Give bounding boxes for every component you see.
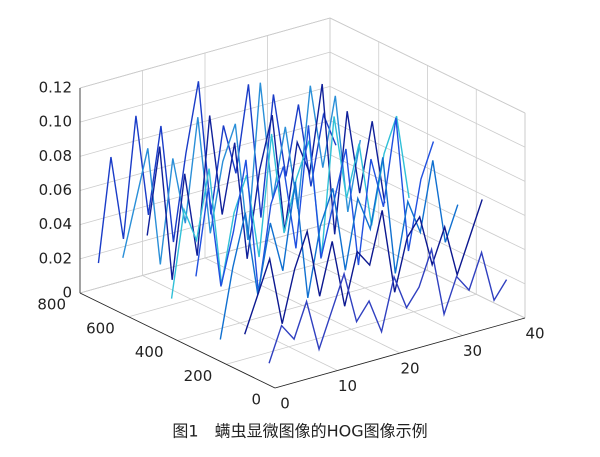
z-tick-label: 0.06 (39, 181, 72, 199)
grid-line (329, 222, 526, 319)
x-tick-label: 40 (525, 325, 544, 343)
grid-line (329, 120, 526, 216)
z-tick-label: 0 (62, 284, 72, 302)
caption: 图1 螨虫显微图像的HOG图像示例 (172, 422, 427, 441)
grid-line (79, 51, 331, 123)
x-tick-label: 20 (400, 360, 419, 378)
z-tick-label: 0.02 (39, 249, 72, 267)
y-tick-label: 400 (135, 343, 164, 361)
data-line (195, 117, 435, 294)
x-tick-label: 10 (338, 377, 357, 395)
z-tick-label: 0.08 (39, 147, 72, 165)
y-tick-label: 200 (184, 367, 213, 385)
grid-line (329, 17, 526, 114)
data-line (244, 199, 483, 335)
x-tick-label: 0 (280, 395, 290, 413)
grid-line (329, 85, 526, 182)
grid-line (79, 17, 331, 89)
grid-line (177, 270, 428, 341)
y-tick-label: 800 (37, 296, 66, 314)
grid-line (128, 246, 379, 318)
data-line (170, 115, 410, 299)
z-tick-label: 0.12 (39, 79, 72, 97)
x-axis (274, 317, 526, 389)
grid-line (79, 85, 331, 157)
grid-line (226, 293, 477, 365)
data-line (146, 83, 386, 280)
y-tick-label: 600 (86, 319, 115, 337)
z-tick-label: 0.10 (39, 113, 72, 131)
grid-line (329, 51, 526, 148)
data-line (219, 157, 459, 340)
data-line (268, 246, 508, 364)
grid-line (329, 188, 526, 285)
x-tick-label: 30 (463, 342, 482, 360)
y-axis (79, 292, 276, 389)
z-tick-label: 0.04 (39, 215, 72, 233)
y-tick-label: 0 (251, 391, 261, 409)
